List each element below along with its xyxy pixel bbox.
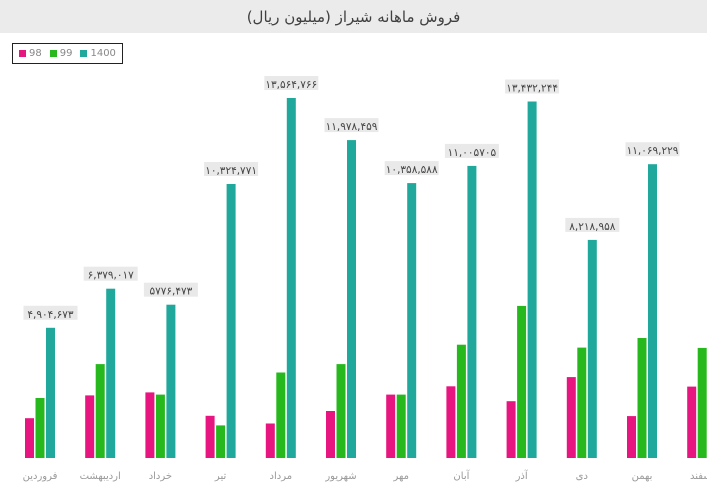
bar-98-7 (446, 386, 456, 458)
bar-1400-4 (286, 98, 296, 458)
data-label-1: ۶,۳۷۹,۰۱۷ (88, 270, 135, 282)
bar-99-10 (637, 338, 647, 458)
bar-98-11 (687, 386, 697, 458)
bar-98-10 (627, 416, 636, 458)
legend-item-99: 99 (49, 48, 73, 59)
data-label-4: ۱۳,۵۶۴,۷۶۶ (265, 79, 317, 91)
data-label-7: ۱۱,۰۰۵۷۰۵ (448, 147, 497, 159)
bar-99-7 (456, 344, 466, 458)
data-label-bg-10 (625, 142, 680, 157)
data-label-6: ۱۰,۳۵۸,۵۸۸ (386, 164, 438, 176)
x-tick-label-9: دی (576, 471, 588, 482)
x-tick-label-8: آذر (515, 469, 529, 482)
data-label-5: ۱۱,۹۷۸,۴۵۹ (326, 121, 378, 133)
legend-swatch-99 (49, 50, 57, 57)
legend: 98 99 1400 (12, 43, 123, 64)
x-tick-label-3: تیر (214, 471, 227, 482)
data-label-bg-9 (565, 217, 620, 232)
title-bar: فروش ماهانه شیراز (میلیون ریال) (0, 0, 707, 33)
x-tick-label-0: فروردین (23, 471, 58, 482)
data-label-8: ۱۳,۴۳۲,۲۴۴ (506, 83, 558, 95)
x-tick-label-10: بهمن (632, 471, 653, 482)
x-tick-label-2: خرداد (149, 471, 172, 482)
legend-item-98: 98 (19, 48, 42, 59)
data-label-bg-6 (384, 161, 439, 176)
x-tick-label-7: آبان (453, 469, 470, 482)
bar-99-9 (577, 347, 587, 458)
bar-1400-1 (106, 288, 116, 458)
bar-98-3 (205, 415, 215, 458)
bar-1400-3 (226, 184, 236, 458)
bar-99-2 (155, 394, 165, 458)
data-label-bg-4 (264, 76, 319, 90)
x-tick-label-1: اردیبهشت (80, 471, 121, 482)
bar-1400-0 (46, 327, 55, 458)
legend-label-1400: 1400 (90, 48, 116, 59)
legend-swatch-1400 (80, 50, 88, 57)
legend-label-98: 98 (29, 48, 42, 59)
data-label-bg-7 (444, 143, 499, 158)
bar-1400-7 (467, 165, 477, 458)
bar-99-0 (35, 398, 45, 458)
bar-98-6 (386, 394, 396, 458)
bar-98-8 (506, 401, 516, 458)
bar-99-5 (336, 364, 346, 458)
data-label-bg-3 (204, 162, 259, 176)
data-label-10: ۱۱,۰۶۹,۲۲۹ (627, 145, 679, 157)
x-tick-label-4: مرداد (270, 471, 293, 482)
bar-98-5 (326, 411, 335, 458)
bar-99-3 (216, 425, 226, 458)
bar-99-1 (95, 364, 105, 458)
data-label-2: ۵۷۷۶,۴۷۳ (149, 286, 192, 298)
bar-98-0 (25, 418, 34, 458)
data-label-9: ۸,۲۱۸,۹۵۸ (569, 221, 616, 233)
data-label-bg-0 (23, 305, 78, 320)
legend-swatch-98 (19, 50, 26, 57)
x-tick-label-11: اسفند (690, 471, 707, 482)
legend-label-99: 99 (59, 48, 73, 59)
bar-98-2 (145, 392, 155, 458)
data-label-bg-2 (143, 282, 198, 297)
data-label-0: ۴,۹۰۴,۶۷۳ (27, 309, 74, 321)
bar-1400-5 (347, 140, 356, 458)
bar-99-8 (517, 305, 527, 458)
x-tick-label-6: مهر (392, 471, 408, 482)
data-label-bg-1 (83, 266, 138, 281)
bar-99-4 (276, 372, 286, 458)
data-label-3: ۱۰,۳۲۴,۷۷۱ (205, 165, 257, 177)
bar-1400-9 (587, 239, 597, 458)
bar-1400-2 (166, 304, 176, 458)
bar-99-6 (396, 394, 406, 458)
bar-1400-10 (648, 164, 657, 458)
data-label-bg-8 (505, 79, 560, 94)
x-tick-label-5: شهریور (324, 471, 356, 482)
bar-99-11 (697, 347, 707, 458)
bar-98-4 (265, 423, 275, 458)
bar-1400-6 (407, 183, 417, 458)
bar-98-9 (566, 377, 576, 458)
bar-98-1 (85, 395, 95, 458)
chart-title: فروش ماهانه شیراز (میلیون ریال) (246, 7, 461, 26)
bar-1400-8 (527, 101, 537, 458)
legend-item-1400: 1400 (80, 48, 116, 59)
data-label-bg-5 (324, 118, 379, 133)
